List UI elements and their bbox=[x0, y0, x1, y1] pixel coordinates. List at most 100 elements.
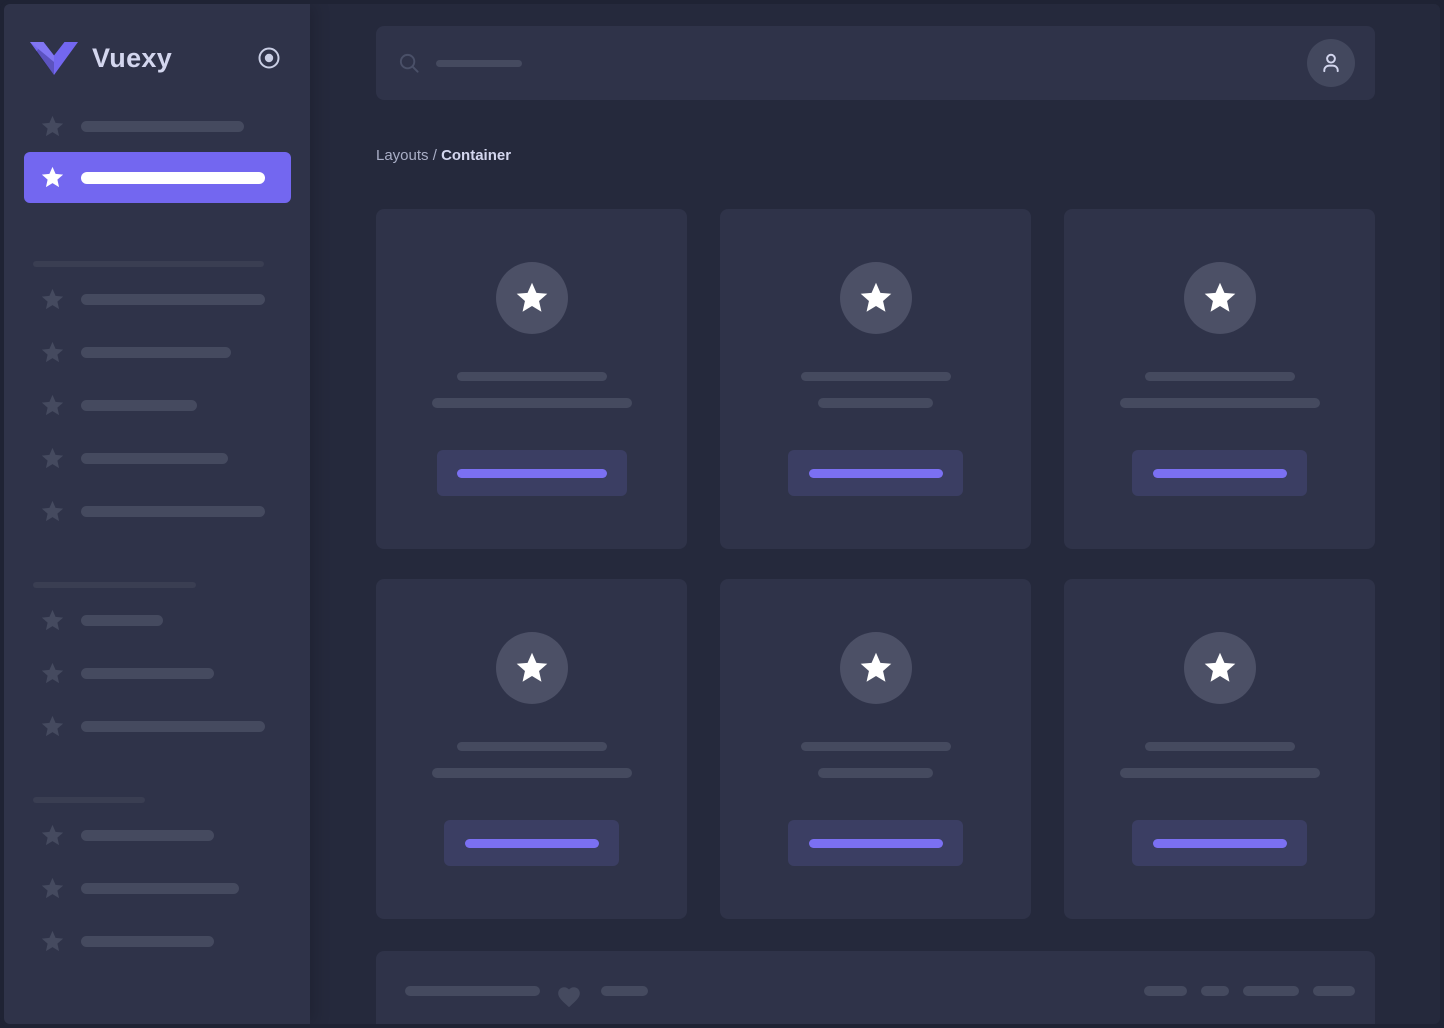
footer-link-skeleton bbox=[1144, 986, 1187, 996]
star-icon bbox=[41, 609, 64, 631]
nav-item[interactable] bbox=[4, 393, 310, 418]
nav-section-header-skeleton bbox=[33, 797, 145, 803]
button-label-skeleton bbox=[1152, 838, 1287, 848]
card-subtitle-skeleton bbox=[818, 768, 933, 778]
button-label-skeleton bbox=[1152, 468, 1287, 478]
star-icon bbox=[516, 282, 547, 312]
star-icon bbox=[41, 715, 64, 737]
main-content: Layouts / Container bbox=[310, 4, 1440, 1024]
card-button-skeleton[interactable] bbox=[1132, 450, 1307, 496]
demo-card bbox=[720, 579, 1031, 919]
nav-item[interactable] bbox=[4, 823, 310, 848]
star-icon bbox=[41, 166, 64, 188]
nav-item-label-skeleton bbox=[81, 121, 244, 132]
nav-item-active[interactable] bbox=[24, 152, 291, 203]
star-icon bbox=[1204, 652, 1235, 682]
nav-item[interactable] bbox=[4, 714, 310, 739]
nav-group bbox=[4, 797, 310, 954]
card-button-skeleton[interactable] bbox=[788, 820, 963, 866]
star-icon bbox=[516, 652, 547, 682]
footer-link-skeleton bbox=[1313, 986, 1355, 996]
button-label-skeleton bbox=[808, 838, 943, 848]
nav-item-label-skeleton bbox=[81, 615, 163, 626]
card-title-skeleton bbox=[1144, 742, 1295, 751]
nav-item[interactable] bbox=[4, 608, 310, 633]
footer-link-skeleton bbox=[1243, 986, 1299, 996]
footer-links bbox=[1130, 984, 1355, 996]
nav-item-label-skeleton bbox=[81, 506, 265, 517]
nav-section-header-skeleton bbox=[33, 261, 264, 267]
card-avatar bbox=[839, 262, 912, 334]
breadcrumb: Layouts / Container bbox=[376, 147, 1375, 165]
footer-text-skeleton bbox=[601, 986, 648, 996]
star-icon bbox=[41, 824, 64, 846]
nav-item-label-skeleton bbox=[81, 936, 214, 947]
vuexy-logo-icon bbox=[30, 41, 78, 75]
search-icon bbox=[399, 53, 419, 73]
nav-item-label-skeleton bbox=[81, 453, 228, 464]
nav-item[interactable] bbox=[4, 114, 310, 139]
nav-section-header-skeleton bbox=[33, 582, 196, 588]
card-title-skeleton bbox=[456, 372, 607, 381]
nav-group bbox=[4, 261, 310, 524]
nav-item[interactable] bbox=[4, 929, 310, 954]
button-label-skeleton bbox=[464, 838, 599, 848]
user-icon bbox=[1323, 53, 1339, 73]
brand-row: Vuexy bbox=[4, 36, 310, 80]
breadcrumb-current: Container bbox=[441, 147, 512, 164]
nav-item[interactable] bbox=[4, 340, 310, 365]
nav-item-label-skeleton bbox=[81, 883, 239, 894]
star-icon bbox=[41, 394, 64, 416]
menu-pin-toggle-icon[interactable] bbox=[257, 46, 281, 70]
star-icon bbox=[41, 662, 64, 684]
card-subtitle-skeleton bbox=[818, 398, 933, 408]
nav-item[interactable] bbox=[4, 876, 310, 901]
star-icon bbox=[41, 447, 64, 469]
card-title-skeleton bbox=[800, 742, 951, 751]
nav-item[interactable] bbox=[4, 446, 310, 471]
nav-item-label-skeleton bbox=[81, 830, 214, 841]
nav-item[interactable] bbox=[4, 287, 310, 312]
search-placeholder-skeleton bbox=[436, 59, 522, 67]
user-avatar-button[interactable] bbox=[1307, 39, 1355, 87]
nav-item-label-skeleton bbox=[81, 721, 265, 732]
nav-item[interactable] bbox=[4, 661, 310, 686]
star-icon bbox=[41, 877, 64, 899]
search-bar[interactable] bbox=[376, 26, 1375, 100]
card-subtitle-skeleton bbox=[1119, 398, 1320, 408]
heart-icon bbox=[558, 987, 580, 1008]
card-button-skeleton[interactable] bbox=[444, 820, 619, 866]
breadcrumb-section[interactable]: Layouts bbox=[376, 147, 429, 164]
nav-item[interactable] bbox=[4, 499, 310, 524]
nav-item-label-skeleton bbox=[81, 668, 214, 679]
star-icon bbox=[860, 282, 891, 312]
star-icon bbox=[1204, 282, 1235, 312]
brand-name[interactable]: Vuexy bbox=[92, 42, 173, 73]
card-subtitle-skeleton bbox=[1119, 768, 1320, 778]
card-avatar bbox=[495, 262, 568, 334]
sidebar-nav bbox=[4, 114, 310, 954]
star-icon bbox=[41, 341, 64, 363]
nav-group bbox=[4, 582, 310, 739]
card-button-skeleton[interactable] bbox=[436, 450, 627, 496]
footer-link-skeleton bbox=[1201, 986, 1229, 996]
card-subtitle-skeleton bbox=[431, 398, 632, 408]
card-button-skeleton[interactable] bbox=[788, 450, 963, 496]
nav-item-label-skeleton bbox=[81, 294, 265, 305]
breadcrumb-separator: / bbox=[428, 147, 442, 164]
star-icon bbox=[41, 930, 64, 952]
card-button-skeleton[interactable] bbox=[1132, 820, 1307, 866]
card-avatar bbox=[495, 632, 568, 704]
demo-card bbox=[376, 579, 687, 919]
star-icon bbox=[41, 288, 64, 310]
star-icon bbox=[41, 500, 64, 522]
star-icon bbox=[860, 652, 891, 682]
demo-card bbox=[376, 209, 687, 549]
button-label-skeleton bbox=[808, 468, 943, 478]
nav-item-label-skeleton bbox=[81, 171, 265, 184]
demo-card bbox=[1064, 579, 1375, 919]
demo-card bbox=[1064, 209, 1375, 549]
card-avatar bbox=[839, 632, 912, 704]
nav-item-label-skeleton bbox=[81, 347, 231, 358]
